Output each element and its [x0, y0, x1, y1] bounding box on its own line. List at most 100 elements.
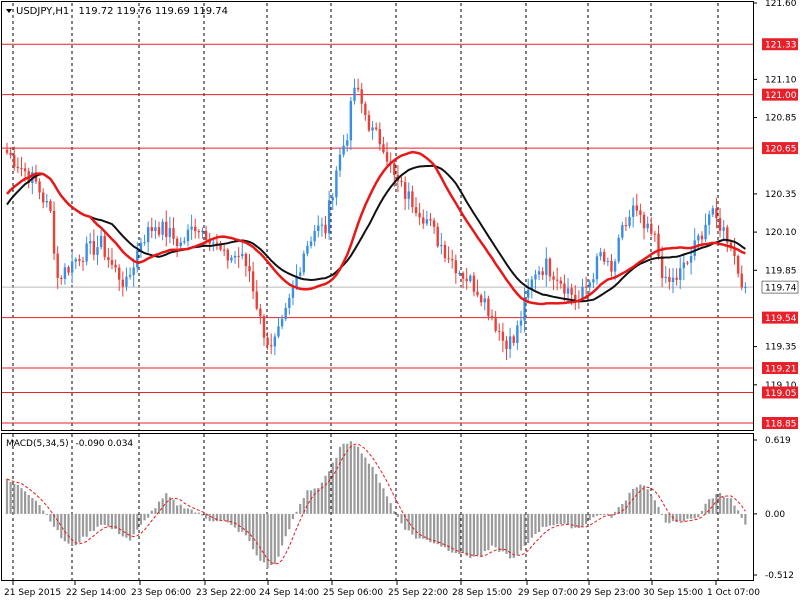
macd-bar: [85, 513, 88, 537]
macd-values: -0.090 0.034: [76, 439, 134, 449]
candle-body: [139, 242, 143, 251]
macd-bar: [476, 513, 479, 556]
candle-body: [581, 286, 584, 301]
candle-body: [41, 192, 45, 203]
candle-body: [403, 182, 407, 199]
macd-bar: [161, 498, 164, 514]
macd-bar: [639, 484, 642, 514]
macd-bar: [194, 512, 197, 514]
macd-bar: [689, 513, 693, 519]
candle-body: [165, 221, 168, 237]
candle-body: [201, 230, 204, 233]
candle-body: [454, 260, 458, 274]
candle-body: [436, 226, 439, 247]
candle-body: [255, 291, 258, 309]
macd-bar: [92, 513, 95, 531]
macd-bar: [501, 513, 504, 552]
candle-body: [552, 276, 555, 280]
triangle-down-icon[interactable]: [6, 9, 12, 13]
macd-bar: [534, 513, 537, 534]
time-tick-label: 25 Sep 06:00: [323, 588, 383, 598]
macd-bar: [38, 505, 41, 514]
macd-bar: [469, 513, 472, 559]
macd-bar: [230, 513, 233, 525]
candle-body: [70, 261, 74, 273]
macd-bar: [143, 513, 146, 521]
macd-tick-label: -0.512: [765, 571, 794, 581]
macd-bar: [328, 471, 331, 514]
macd-bar: [165, 493, 168, 514]
macd-bar: [248, 513, 251, 542]
candle-body: [606, 260, 610, 262]
macd-bar: [288, 513, 291, 530]
candle-body: [74, 259, 77, 262]
candle-body: [733, 248, 736, 257]
candle-body: [414, 207, 418, 214]
macd-bar: [454, 513, 457, 554]
macd-bar: [595, 513, 599, 516]
macd-bar: [176, 505, 179, 514]
macd-bar: [552, 513, 555, 526]
macd-bar: [530, 513, 533, 538]
candle-body: [157, 227, 161, 235]
macd-bar: [353, 445, 356, 514]
candle-body: [519, 320, 523, 326]
macd-bar: [646, 489, 649, 514]
macd-bar: [436, 513, 439, 545]
macd-bar: [566, 513, 570, 525]
candle-body: [657, 233, 660, 257]
candle-body: [530, 279, 534, 290]
macd-bar: [509, 513, 512, 559]
candle-body: [505, 340, 508, 350]
macd-bar: [128, 513, 132, 541]
macd-bar: [585, 513, 588, 524]
macd-bar: [338, 447, 342, 514]
macd-bar: [740, 513, 743, 518]
candle-body: [668, 276, 671, 282]
macd-bar: [197, 512, 200, 514]
candle-body: [168, 228, 172, 237]
candle-body: [447, 258, 450, 260]
macd-bar: [136, 513, 139, 530]
macd-bar: [574, 513, 577, 528]
macd-bar: [89, 513, 92, 532]
price-tick-label: 120.10: [765, 228, 797, 238]
candle-body: [219, 243, 222, 250]
candle-body: [671, 277, 675, 282]
candle-body: [624, 225, 628, 227]
macd-bar: [537, 513, 541, 533]
candle-body: [610, 260, 613, 272]
macd-bar: [541, 513, 544, 527]
candle-body: [487, 298, 490, 317]
macd-bar: [52, 513, 56, 527]
macd-bar: [483, 513, 486, 552]
price-tick-label: 119.35: [765, 343, 797, 353]
macd-bar: [422, 513, 425, 539]
macd-bar: [34, 500, 38, 514]
candle-body: [175, 238, 179, 247]
candle-body: [566, 288, 570, 294]
candle-body: [212, 242, 215, 244]
candle-body: [686, 262, 689, 264]
candle-body: [38, 181, 41, 193]
time-tick-label: 30 Sep 15:00: [643, 588, 703, 598]
candle-body: [230, 257, 233, 261]
candle-body: [194, 226, 197, 232]
candle-body: [125, 276, 128, 287]
candle-body: [309, 241, 313, 246]
macd-bar: [480, 513, 483, 557]
candle-body: [501, 331, 505, 341]
macd-bar: [729, 498, 733, 514]
macd-bar: [516, 513, 519, 555]
macd-bar: [172, 499, 175, 514]
macd-bar: [393, 511, 396, 514]
candle-body: [241, 253, 244, 257]
time-tick-label: 29 Sep 23:00: [580, 588, 640, 598]
macd-bar: [617, 507, 620, 514]
candle-body: [128, 275, 132, 277]
candle-body: [197, 231, 201, 233]
time-tick-label: 28 Sep 15:00: [452, 588, 512, 598]
candle-body: [277, 326, 280, 337]
